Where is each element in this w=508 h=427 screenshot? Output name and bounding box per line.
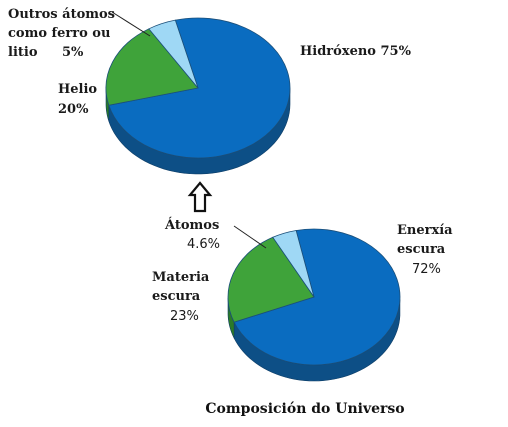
others-label-line-1: Outros átomos <box>8 7 115 22</box>
dark-energy-label-line-2: escura <box>397 242 446 257</box>
atoms-name-label: Átomos <box>164 217 219 233</box>
atoms-slice <box>272 230 315 298</box>
hydrogen-slice <box>108 17 291 159</box>
others-label-line-2: como ferro ou <box>8 26 110 41</box>
helium-percent-label: 20% <box>58 102 89 117</box>
dark-matter-label-line-2: escura <box>152 289 201 304</box>
other-atoms-slice <box>148 19 199 89</box>
chart-caption: Composición do Universo <box>205 401 404 417</box>
atoms-leader-line <box>233 225 267 249</box>
dark-matter-label-line-1: Materia <box>152 270 210 285</box>
others-label-line-3: litio <box>8 45 38 60</box>
helium-slice <box>105 28 199 106</box>
atoms-percent-label: 4.6% <box>187 237 220 252</box>
atoms-pie-chart <box>105 17 291 175</box>
dark-energy-label-line-1: Enerxía <box>397 223 453 238</box>
others-percent-label: 5% <box>62 45 84 60</box>
up-arrow-icon <box>187 181 213 213</box>
dark-matter-percent-label: 23% <box>170 309 199 324</box>
dark-matter-slice <box>227 236 315 323</box>
dark-energy-percent-label: 72% <box>412 262 441 277</box>
others-leader-line <box>111 11 151 37</box>
universe-pie-chart <box>227 228 401 382</box>
dark-energy-slice <box>233 228 401 366</box>
helium-name-label: Helio <box>58 82 97 97</box>
hydrogen-label: Hidróxeno 75% <box>300 44 412 59</box>
